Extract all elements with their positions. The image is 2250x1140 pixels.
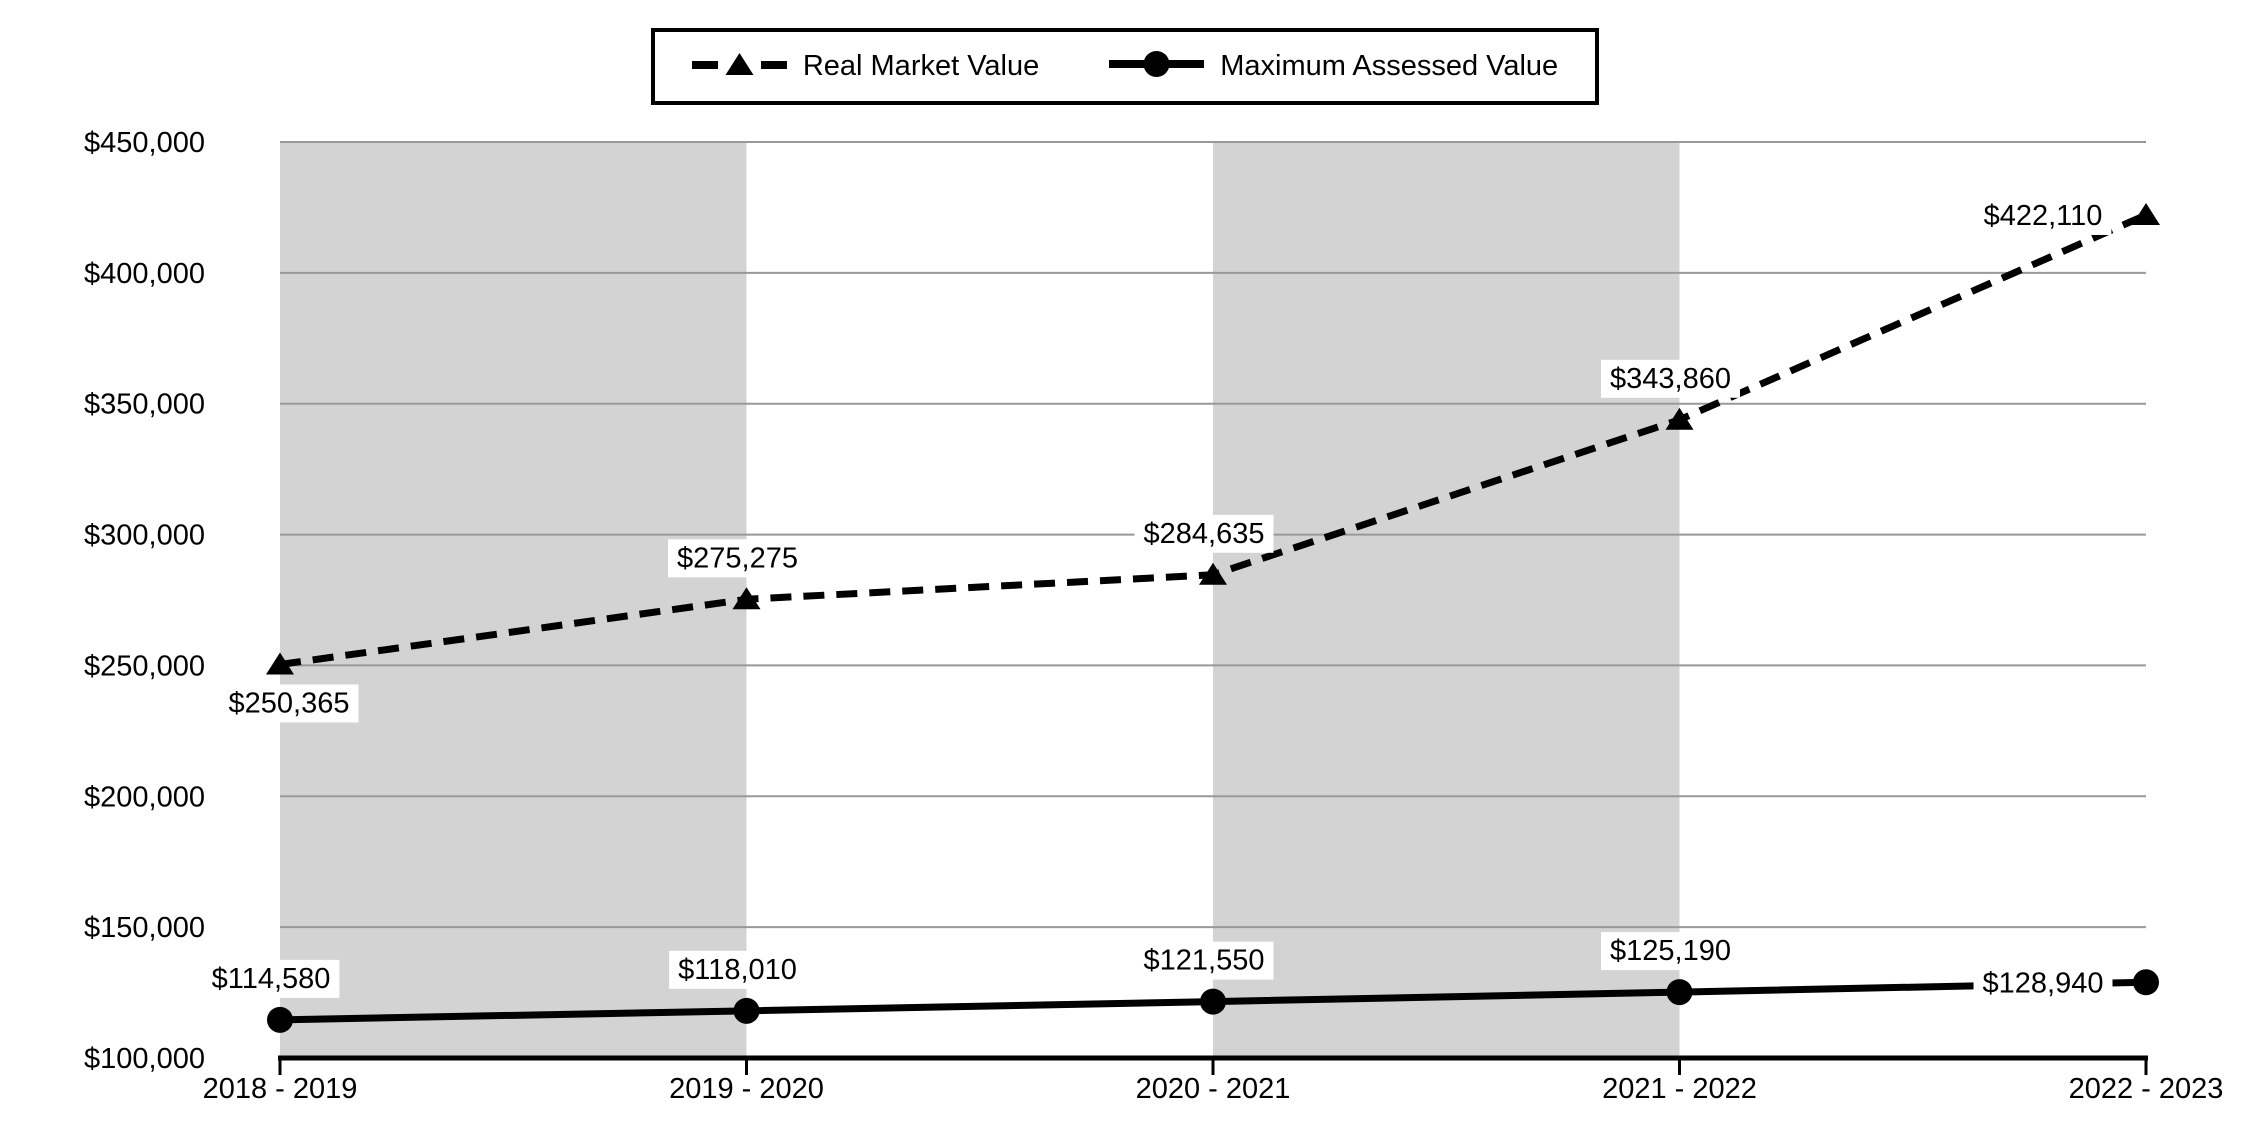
x-tick-label: 2021 - 2022 (1602, 1073, 1757, 1105)
solid-line-circle-marker-icon (1109, 48, 1205, 85)
circle-marker (267, 1006, 293, 1033)
x-tick-label: 2022 - 2023 (2069, 1073, 2224, 1105)
triangle-marker (2132, 202, 2160, 225)
data-label-bg (1601, 932, 1740, 971)
triangle-marker (732, 587, 761, 610)
data-label: $125,190 (1610, 935, 1731, 967)
chart-legend: Real Market Value Maximum Assessed Value (651, 28, 1599, 105)
circle-marker (2133, 969, 2159, 996)
data-label: $250,365 (229, 687, 350, 719)
x-tick-label: 2018 - 2019 (203, 1073, 358, 1105)
data-label-bg (1973, 964, 2113, 1003)
data-label: $343,860 (1610, 363, 1731, 395)
triangle-marker (1199, 562, 1227, 585)
data-label: $284,635 (1144, 518, 1265, 550)
x-tick-label: 2019 - 2020 (669, 1073, 824, 1105)
triangle-marker (1665, 407, 1694, 430)
data-label-bg (1601, 359, 1740, 398)
legend-item-maximum-assessed-value: Maximum Assessed Value (1109, 48, 1558, 85)
legend-item-real-market-value: Real Market Value (691, 48, 1040, 85)
plot-band (1213, 142, 1680, 1058)
circle-marker (733, 997, 760, 1024)
y-tick-label: $300,000 (84, 520, 205, 552)
data-label-bg (669, 950, 806, 989)
y-tick-label: $450,000 (84, 127, 205, 159)
circle-marker (1666, 979, 1693, 1006)
y-tick-label: $250,000 (84, 650, 205, 682)
y-tick-label: $350,000 (84, 389, 205, 421)
y-tick-label: $400,000 (84, 258, 205, 290)
dashed-line-triangle-marker-icon (691, 48, 787, 85)
data-label-bg (1134, 514, 1274, 553)
data-label: $128,940 (1983, 967, 2104, 999)
circle-marker (1200, 988, 1226, 1015)
data-label-bg (219, 684, 359, 723)
legend-label-maximum-assessed-value: Maximum Assessed Value (1220, 50, 1559, 82)
data-label-bg (1974, 196, 2112, 235)
x-tick-label: 2020 - 2021 (1136, 1073, 1291, 1105)
data-label-bg (202, 959, 340, 998)
y-tick-label: $100,000 (84, 1043, 205, 1075)
plot-band (280, 142, 747, 1058)
data-label: $118,010 (678, 954, 797, 986)
data-label: $114,580 (212, 963, 331, 995)
data-label-bg (668, 539, 807, 578)
y-tick-label: $150,000 (84, 912, 205, 944)
data-label: $121,550 (1144, 945, 1265, 977)
data-label-bg (1134, 941, 1274, 980)
legend-label-real-market-value: Real Market Value (802, 50, 1040, 82)
triangle-marker (266, 652, 294, 675)
data-label: $275,275 (677, 542, 798, 574)
data-label: $422,110 (1984, 200, 2103, 232)
y-tick-label: $200,000 (84, 781, 205, 813)
